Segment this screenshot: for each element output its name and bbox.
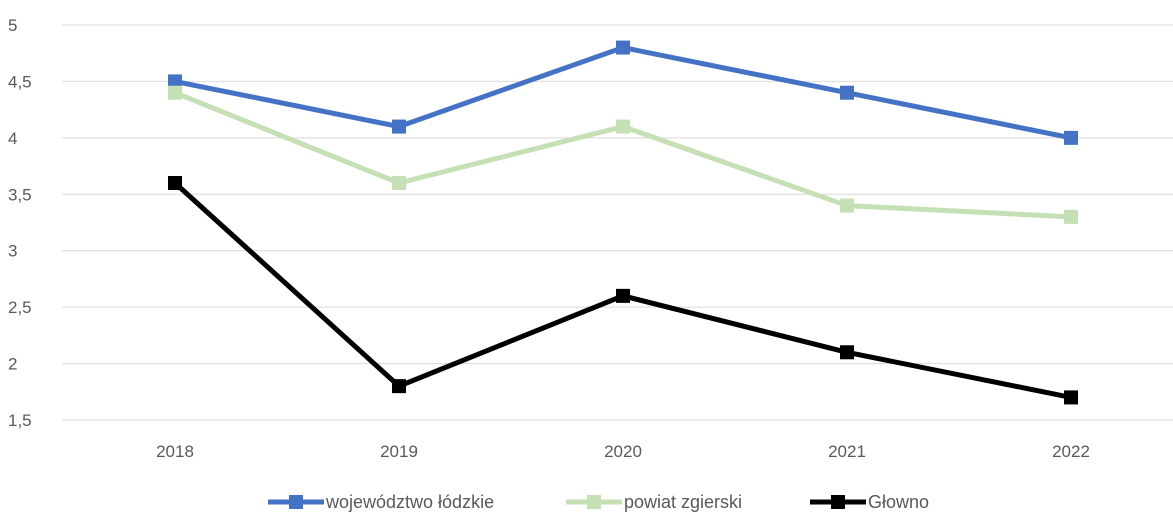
y-tick-label: 4,5 (8, 72, 32, 91)
legend-label: województwo łódzkie (325, 492, 494, 512)
data-point (840, 345, 854, 360)
data-point (1064, 390, 1078, 405)
legend-item: powiat zgierski (566, 492, 742, 512)
x-tick-label: 2018 (156, 442, 194, 461)
y-tick-label: 4 (8, 129, 17, 148)
data-point (616, 288, 630, 303)
y-tick-label: 2,5 (8, 298, 32, 317)
data-point (168, 74, 182, 89)
data-point (840, 198, 854, 213)
data-point (616, 40, 630, 55)
legend-swatch-marker (831, 495, 845, 509)
data-point (392, 176, 406, 190)
x-tick-label: 2020 (604, 442, 642, 461)
x-tick-label: 2022 (1052, 442, 1090, 461)
y-axis-ticks: 1,5 2 2,5 3 3,5 4 4,5 5 (8, 16, 32, 430)
series-lines (168, 40, 1078, 405)
y-tick-label: 2 (8, 355, 17, 374)
legend-swatch-marker (587, 495, 601, 509)
data-point (840, 85, 854, 100)
series-0 (168, 40, 1078, 145)
data-point (168, 176, 182, 190)
data-point (1064, 209, 1078, 224)
series-2 (168, 176, 1078, 405)
data-point (168, 85, 182, 100)
data-point (616, 119, 630, 134)
legend-label: Głowno (868, 492, 929, 512)
data-point (392, 119, 406, 134)
legend: województwo łódzkie powiat zgierski Głowno (268, 492, 929, 512)
x-axis-ticks: 2018 2019 2020 2021 2022 (156, 442, 1090, 461)
data-point (392, 379, 406, 394)
x-tick-label: 2021 (828, 442, 866, 461)
legend-label: powiat zgierski (624, 492, 742, 512)
series-1 (168, 85, 1078, 224)
legend-item: województwo łódzkie (268, 492, 494, 512)
legend-item: Głowno (810, 492, 929, 512)
gridlines (62, 24, 1173, 421)
data-point (1064, 130, 1078, 145)
y-tick-label: 5 (8, 16, 17, 35)
y-tick-label: 3,5 (8, 185, 32, 204)
y-tick-label: 1,5 (8, 411, 32, 430)
x-tick-label: 2019 (380, 442, 418, 461)
legend-swatch-marker (289, 495, 303, 509)
y-tick-label: 3 (8, 242, 17, 261)
